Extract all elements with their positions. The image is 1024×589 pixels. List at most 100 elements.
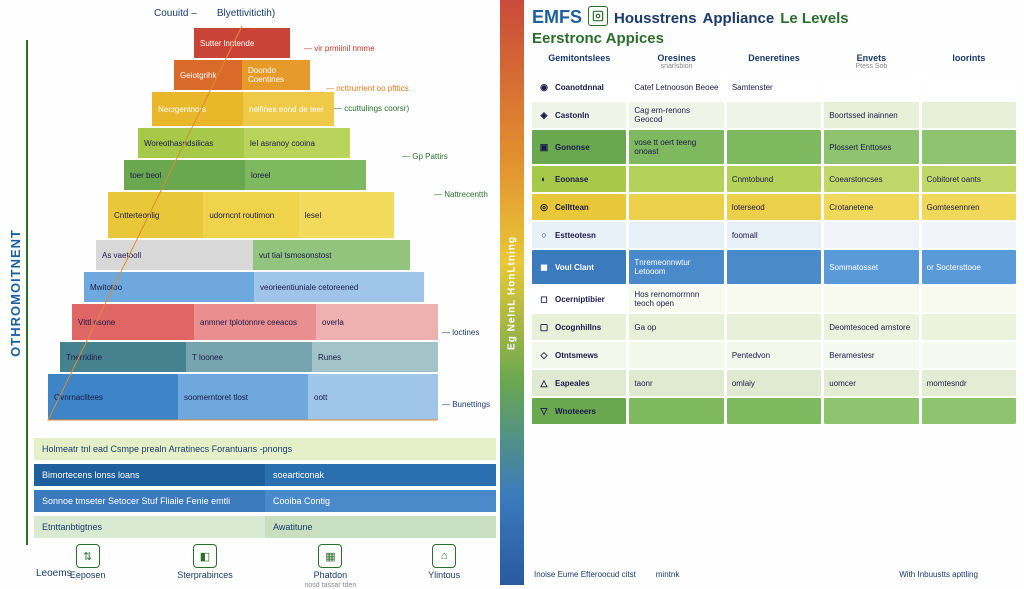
table-cell: ◐Eoonase <box>532 166 626 192</box>
mid-strip-label: Eg NeInL HonLtning <box>507 236 518 350</box>
pyramid-panel: Couuitd – Blyettivitictih) — vir prmiini… <box>30 0 500 585</box>
pyr-row: Cntterteonligudorncnt routirnonleseI <box>108 192 394 238</box>
table-cell <box>727 102 821 128</box>
pyr-cell: Woreothasndsilicas <box>138 128 244 158</box>
table-cell: Gomtesennren <box>922 194 1016 220</box>
wide-row: EtnttanbtigtnesAwatitune <box>34 516 496 538</box>
table-cell: ◎Cellttean <box>532 194 626 220</box>
title-part1: Housstrens <box>614 10 697 27</box>
table-cell <box>824 398 918 424</box>
table-cell <box>922 102 1016 128</box>
table-cell: ○Estteotesn <box>532 222 626 248</box>
pyr-cell: leseI <box>299 192 394 238</box>
table-cell <box>824 222 918 248</box>
row-icon: ◈ <box>537 108 551 122</box>
table-cell: Cag ern-renons Geocod <box>629 102 723 128</box>
pyr-annotation: — Bunettings <box>442 400 490 409</box>
table-cell <box>922 74 1016 100</box>
pyr-annotation: — Gp Pattirs <box>402 152 448 161</box>
col-header: loorints <box>922 51 1016 72</box>
table-cell <box>922 314 1016 340</box>
below-pyramid-rows: Holmeatr tnl ead Csmpe prealn Arratinecs… <box>34 438 496 538</box>
pyr-cell: T loonee <box>186 342 312 372</box>
col-header: Deneretines <box>727 51 821 72</box>
pyr-annotation: — ccuttulings coorsr) <box>334 104 409 113</box>
row-icon: ◎ <box>537 200 551 214</box>
wide-cell: Etnttanbtigtnes <box>34 516 265 538</box>
title-part2: Appliance <box>703 10 775 27</box>
row-icon: ◇ <box>537 348 551 362</box>
footer-icon-label: Sterprabinces <box>177 570 233 580</box>
table-cell: ▢Ocognhillns <box>532 314 626 340</box>
footer-icon-item: ▦Phatdonnosd tassar tden <box>305 544 357 589</box>
legend-label: Leoems <box>36 568 72 579</box>
table-cell: loterseod <box>727 194 821 220</box>
table-cell: Deomtesoced arnstore <box>824 314 918 340</box>
pyr-annotation: — ncttrurrient oo pfttics <box>326 84 409 93</box>
table-cell: Hos rernomorrnnn teoch open <box>629 286 723 312</box>
row-icon: △ <box>537 376 551 390</box>
wide-cell: Bimortecens lonss loans <box>34 464 265 486</box>
pyr-annotation: — Nattrecentth <box>434 190 488 199</box>
table-cell: uomcer <box>824 370 918 396</box>
footer-icon-label: Phatdon <box>314 570 348 580</box>
footer-glyph-icon: ⇅ <box>76 544 100 568</box>
table-row: ◻OcerniptibierHos rernomorrnnn teoch ope… <box>532 286 1016 312</box>
table-cell: Crotanetene <box>824 194 918 220</box>
footer-glyph-icon: ⌂ <box>432 544 456 568</box>
pyr-cell: udorncnt routirnon <box>203 192 298 238</box>
pyr-cell: toer beol <box>124 160 245 190</box>
table-cell: Cobitoret oants <box>922 166 1016 192</box>
table-cell: foomall <box>727 222 821 248</box>
table-cell <box>727 286 821 312</box>
footer-icon-label: Ylintous <box>428 570 460 580</box>
pyr-annotation: — loctines <box>442 328 479 337</box>
row-icon: ▢ <box>537 320 551 334</box>
wide-cell: Sonnoe tmseter Setocer Stuf Fliaile Feni… <box>34 490 265 512</box>
table-cell <box>922 222 1016 248</box>
pyr-row: toer beolloreel <box>124 160 366 190</box>
pyr-cell: overla <box>316 304 438 340</box>
table-cell <box>629 222 723 248</box>
table-cell: or Soctersttooe <box>922 250 1016 284</box>
row-icon: ◉ <box>537 80 551 94</box>
table-cell <box>629 194 723 220</box>
col-header: Oresinessnarlsbion <box>629 51 723 72</box>
table-row: ▢OcognhillnsGa opDeomtesoced arnstore <box>532 314 1016 340</box>
row-icon: ○ <box>537 228 551 242</box>
row-icon: ◻ <box>537 292 551 306</box>
title-row: EMFS Housstrens Appliance Le Levels <box>532 6 1016 28</box>
table-cell: Beramestesr <box>824 342 918 368</box>
table-cell: ◇Otntsmews <box>532 342 626 368</box>
left-axis-label: OTHROMOITNENT <box>8 229 23 357</box>
grid-footer-cell: With Inbuustts apttling <box>897 568 1016 581</box>
table-cell <box>629 398 723 424</box>
footer-glyph-icon: ▦ <box>318 544 342 568</box>
pyr-row: Vittl nsoneanmner tplotonnre ceeacosover… <box>72 304 438 340</box>
table-cell <box>629 342 723 368</box>
table-cell: ◼Voul Clant <box>532 250 626 284</box>
title-part3: Le Levels <box>780 10 848 27</box>
grid-footer-cell <box>776 568 895 581</box>
table-row: ◈CastonlnCag ern-renons GeocodBoortssed … <box>532 102 1016 128</box>
pyr-cell: As vaetooll <box>96 240 253 270</box>
table-row: ◼Voul ClantTnremeonnwtur LetooomSommatos… <box>532 250 1016 284</box>
pyr-cell: vut tial tsmosonstost <box>253 240 410 270</box>
table-cell <box>727 398 821 424</box>
pyr-row: Ovnrnacliteessoomerntoret tlostoott <box>48 374 438 420</box>
pyr-annotation: — vir prmiinil nmme <box>304 44 375 53</box>
table-cell: omlaiy <box>727 370 821 396</box>
table-cell <box>727 314 821 340</box>
pyr-row: WoreothasndsilicasleI asranoy cooina <box>138 128 350 158</box>
pyr-cell: Tnerridine <box>60 342 186 372</box>
wide-cell: Cooiba Contig <box>265 490 496 512</box>
wide-row: Sonnoe tmseter Setocer Stuf Fliaile Feni… <box>34 490 496 512</box>
table-cell: Samtenster <box>727 74 821 100</box>
title-prefix: EMFS <box>532 7 582 28</box>
axis-line <box>26 40 28 545</box>
subtitle: Eerstronc Appices <box>532 30 1016 47</box>
pyr-cell: Ovnrnaclitees <box>48 374 178 420</box>
top-tab-a: Couuitd – <box>154 8 197 22</box>
pyr-row: Mwitotooveorieentiuniale cetoreened <box>84 272 424 302</box>
pyr-row: As vaetoollvut tial tsmosonstost <box>96 240 410 270</box>
